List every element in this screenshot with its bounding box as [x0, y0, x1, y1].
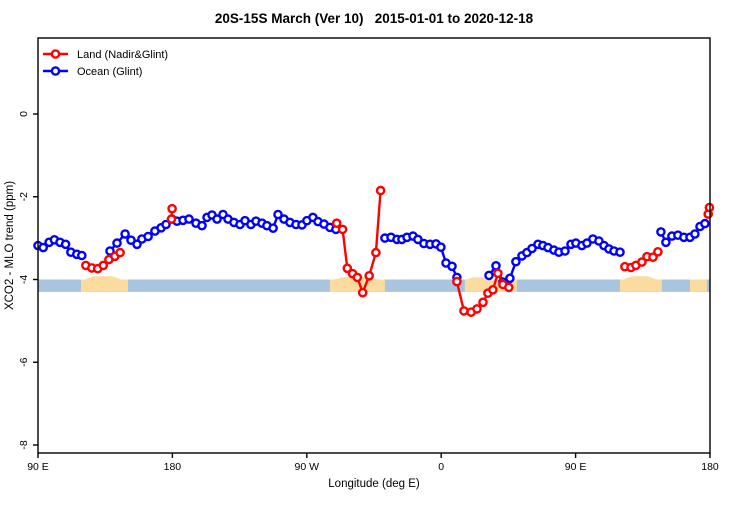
data-point-marker: [653, 246, 663, 257]
data-point-marker: [637, 257, 647, 267]
y-tick-label: -2: [18, 192, 30, 201]
land-fraction-region: [620, 276, 662, 292]
data-point-marker: [375, 185, 386, 196]
data-point-marker: [120, 229, 130, 239]
data-point-marker: [491, 260, 501, 271]
land-fraction-region: [81, 276, 128, 292]
frame-box: [37, 37, 711, 454]
series-line: [109, 213, 337, 252]
data-point-marker: [115, 247, 125, 258]
x-axis-title: Longitude (deg E): [328, 478, 420, 490]
data-point-marker: [690, 229, 700, 239]
data-point-marker: [197, 220, 207, 231]
data-point-marker: [273, 209, 283, 220]
data-point-marker: [452, 276, 462, 287]
land-fraction-region: [329, 277, 385, 292]
data-point-marker: [143, 231, 153, 242]
legend-label: Land (Nadir&Glint): [77, 49, 168, 61]
data-point-marker: [505, 273, 515, 284]
x-tick-label: 90 E: [565, 461, 587, 473]
y-tick-label: -6: [18, 357, 30, 366]
x-tick-label: 90 W: [295, 461, 320, 473]
data-point-marker: [364, 270, 375, 281]
x-tick-label: 180: [701, 461, 719, 473]
x-tick-label: 180: [164, 461, 182, 473]
x-tick-label: 90 E: [27, 461, 49, 473]
data-point-marker: [352, 272, 363, 283]
plot-frame: [37, 37, 711, 454]
data-point-marker: [331, 218, 342, 228]
legend-label: Ocean (Glint): [77, 66, 142, 78]
data-point-marker: [472, 304, 482, 314]
data-point-marker: [161, 219, 171, 230]
data-point-marker: [484, 270, 494, 281]
data-point-marker: [357, 287, 368, 298]
legend-marker: [50, 66, 61, 76]
y-tick-label: -8: [18, 440, 30, 449]
chart-title: 20S-15S March (Ver 10) 2015-01-01 to 202…: [215, 11, 534, 26]
y-axis-title: XCO2 - MLO trend (ppm): [4, 181, 16, 310]
data-point-marker: [488, 284, 498, 295]
data-point-marker: [447, 261, 457, 272]
data-point-marker: [371, 247, 381, 258]
data-point-marker: [615, 247, 625, 257]
data-point-marker: [268, 223, 278, 233]
data-point-marker: [436, 242, 446, 252]
data-point-marker: [98, 260, 109, 271]
data-point-marker: [60, 239, 71, 250]
data-point-marker: [77, 250, 87, 261]
y-tick-label: -4: [18, 275, 30, 284]
data-point-marker: [112, 238, 122, 248]
data-point-marker: [342, 263, 353, 274]
data-point-marker: [493, 268, 503, 279]
data-point-marker: [700, 218, 710, 229]
data-point-marker: [527, 243, 537, 254]
data-point-marker: [560, 246, 570, 256]
chart-header: 20S-15S March (Ver 10) 2015-01-01 to 202…: [215, 11, 534, 26]
legend-marker: [50, 49, 61, 59]
x-axis: 90 E 180 90 W 0 90 E 180 Longitude (deg E): [27, 453, 719, 490]
data-point-marker: [212, 214, 222, 224]
data-point-marker: [656, 227, 666, 237]
y-tick-label: 0: [18, 111, 30, 117]
land-series: [81, 185, 715, 318]
data-point-marker: [184, 214, 194, 224]
y-axis: 0 -2 -4 -6 -8 XCO2 - MLO trend (ppm): [4, 111, 38, 450]
data-point-marker: [661, 237, 671, 248]
ocean-series: [33, 209, 710, 287]
land-fraction-region: [690, 279, 707, 292]
x-tick-label: 0: [438, 461, 444, 473]
data-point-marker: [459, 306, 469, 316]
data-point-marker: [167, 203, 177, 214]
data-point-marker: [38, 242, 49, 253]
data-point-marker: [478, 297, 488, 308]
data-point-marker: [337, 224, 348, 235]
data-point-marker: [503, 282, 514, 293]
data-point-marker: [511, 256, 521, 267]
legend: Land (Nadir&Glint) Ocean (Glint): [43, 49, 168, 78]
data-point-marker: [166, 214, 177, 224]
